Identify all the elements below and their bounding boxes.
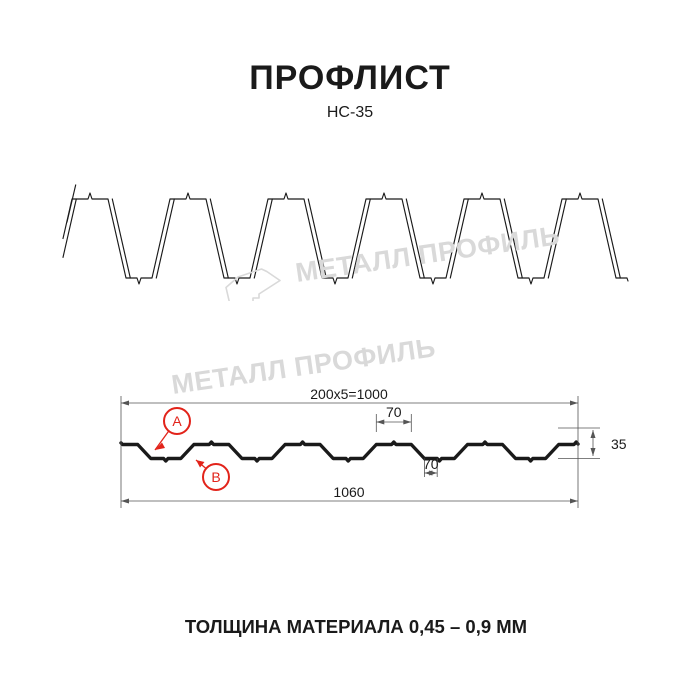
svg-text:70: 70	[386, 404, 402, 420]
svg-text:70: 70	[423, 456, 439, 472]
svg-text:35: 35	[611, 436, 627, 452]
svg-text:200x5=1000: 200x5=1000	[310, 386, 388, 402]
svg-text:1060: 1060	[333, 484, 364, 500]
svg-text:A: A	[172, 413, 182, 429]
svg-text:B: B	[211, 469, 220, 485]
svg-text:ТОЛЩИНА МАТЕРИАЛА 0,45 – 0,9 М: ТОЛЩИНА МАТЕРИАЛА 0,45 – 0,9 ММ	[185, 616, 527, 637]
svg-text:НС-35: НС-35	[327, 104, 373, 121]
svg-text:ПРОФЛИСТ: ПРОФЛИСТ	[249, 59, 451, 97]
